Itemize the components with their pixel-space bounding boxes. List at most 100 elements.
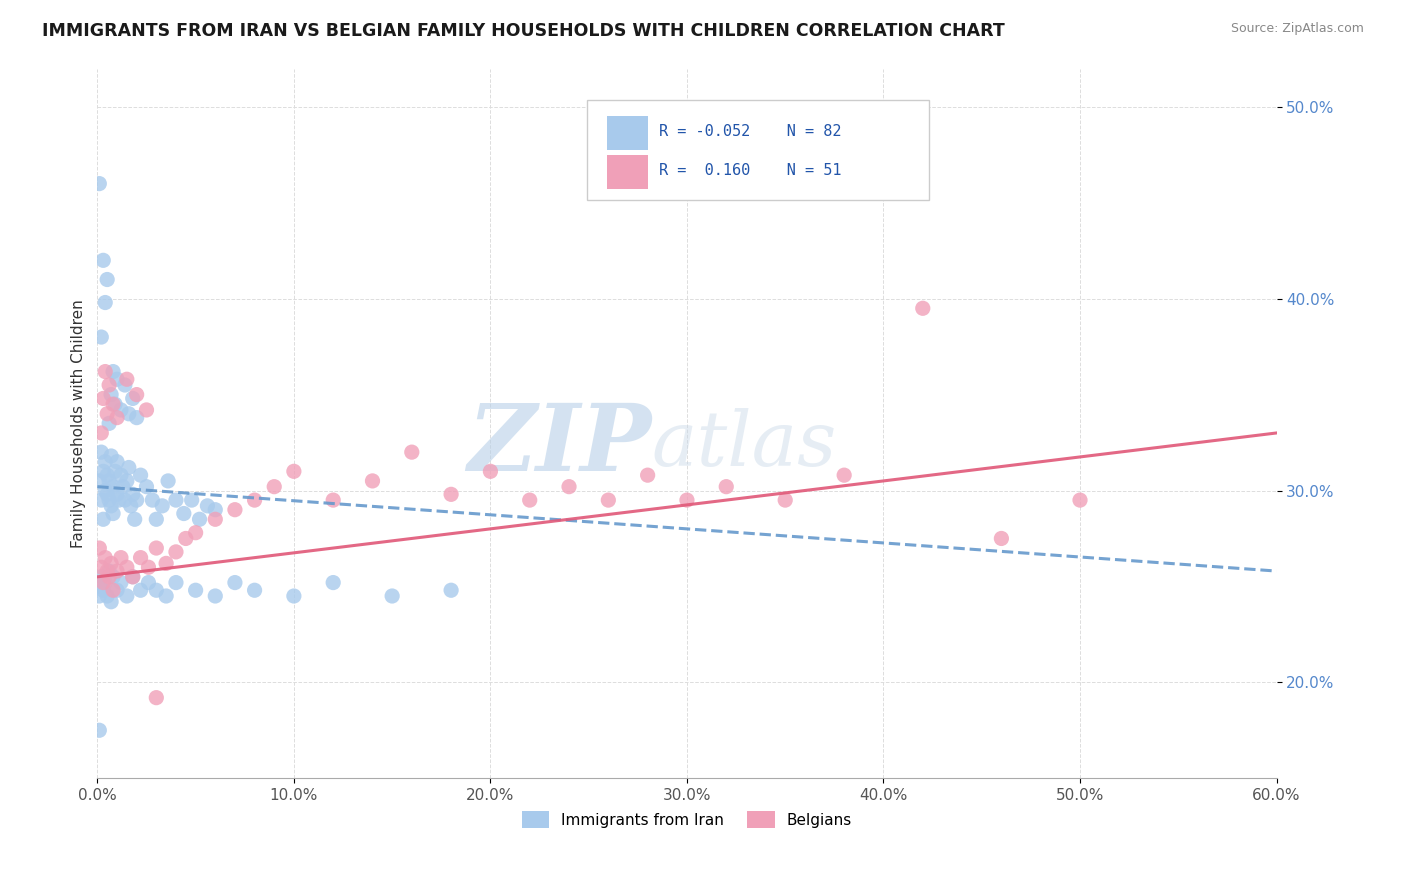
Point xyxy=(138,560,160,574)
Point xyxy=(224,575,246,590)
Point xyxy=(197,499,219,513)
Point xyxy=(1069,493,1091,508)
Point xyxy=(381,589,404,603)
Point xyxy=(91,512,114,526)
Text: IMMIGRANTS FROM IRAN VS BELGIAN FAMILY HOUSEHOLDS WITH CHILDREN CORRELATION CHAR: IMMIGRANTS FROM IRAN VS BELGIAN FAMILY H… xyxy=(42,22,1005,40)
Point xyxy=(98,493,121,508)
Point xyxy=(519,493,541,508)
Point xyxy=(125,410,148,425)
Point xyxy=(114,493,136,508)
Point xyxy=(96,272,118,286)
Point xyxy=(558,480,581,494)
Point xyxy=(110,550,132,565)
Point xyxy=(184,583,207,598)
Point xyxy=(94,365,117,379)
Point xyxy=(104,397,127,411)
Point xyxy=(145,512,167,526)
Point xyxy=(90,570,112,584)
Point xyxy=(120,499,142,513)
Point xyxy=(911,301,934,316)
Point xyxy=(110,403,132,417)
Point xyxy=(98,417,121,431)
Point xyxy=(124,512,146,526)
FancyBboxPatch shape xyxy=(607,116,648,150)
Point xyxy=(94,295,117,310)
Point xyxy=(115,589,138,603)
Point xyxy=(157,474,180,488)
Point xyxy=(108,493,131,508)
Point xyxy=(100,449,122,463)
Point xyxy=(90,330,112,344)
Point xyxy=(283,464,305,478)
Point xyxy=(145,690,167,705)
Point xyxy=(637,468,659,483)
Point xyxy=(125,493,148,508)
Legend: Immigrants from Iran, Belgians: Immigrants from Iran, Belgians xyxy=(516,805,858,834)
Point xyxy=(91,575,114,590)
Point xyxy=(118,407,141,421)
Point xyxy=(89,589,111,603)
Point xyxy=(91,464,114,478)
Point xyxy=(94,483,117,498)
Point xyxy=(89,723,111,738)
Point xyxy=(90,425,112,440)
Point xyxy=(129,468,152,483)
Y-axis label: Family Households with Children: Family Households with Children xyxy=(72,299,86,548)
Point xyxy=(165,575,187,590)
Point xyxy=(204,502,226,516)
Point xyxy=(105,487,128,501)
Point xyxy=(105,583,128,598)
Point xyxy=(91,253,114,268)
Point xyxy=(173,507,195,521)
Point xyxy=(101,397,124,411)
Point xyxy=(101,507,124,521)
Point xyxy=(104,464,127,478)
Point xyxy=(110,575,132,590)
Point xyxy=(96,564,118,578)
Point xyxy=(115,474,138,488)
Point xyxy=(89,541,111,555)
Point xyxy=(101,365,124,379)
Point xyxy=(105,455,128,469)
Point xyxy=(114,378,136,392)
Point xyxy=(129,583,152,598)
Point xyxy=(96,407,118,421)
Point xyxy=(155,589,177,603)
Point xyxy=(121,392,143,406)
Point xyxy=(165,545,187,559)
Point xyxy=(100,499,122,513)
Point xyxy=(96,589,118,603)
Point xyxy=(121,487,143,501)
Point xyxy=(110,468,132,483)
Point xyxy=(98,570,121,584)
Point xyxy=(90,493,112,508)
Point xyxy=(111,480,134,494)
Point xyxy=(94,575,117,590)
Point xyxy=(89,177,111,191)
Point xyxy=(174,532,197,546)
Point xyxy=(145,541,167,555)
Point xyxy=(125,387,148,401)
Point xyxy=(135,403,157,417)
Point xyxy=(990,532,1012,546)
Point xyxy=(101,480,124,494)
Point xyxy=(479,464,502,478)
Text: atlas: atlas xyxy=(651,408,837,482)
Point xyxy=(141,493,163,508)
Point xyxy=(94,455,117,469)
Point xyxy=(361,474,384,488)
Point xyxy=(263,480,285,494)
Point xyxy=(165,493,187,508)
Point xyxy=(224,502,246,516)
FancyBboxPatch shape xyxy=(607,155,648,189)
FancyBboxPatch shape xyxy=(586,101,929,200)
Point xyxy=(115,560,138,574)
Point xyxy=(121,570,143,584)
Point xyxy=(188,512,211,526)
Point xyxy=(283,589,305,603)
Point xyxy=(100,387,122,401)
Text: ZIP: ZIP xyxy=(467,400,651,490)
Point xyxy=(100,557,122,571)
Point xyxy=(105,564,128,578)
Text: Source: ZipAtlas.com: Source: ZipAtlas.com xyxy=(1230,22,1364,36)
